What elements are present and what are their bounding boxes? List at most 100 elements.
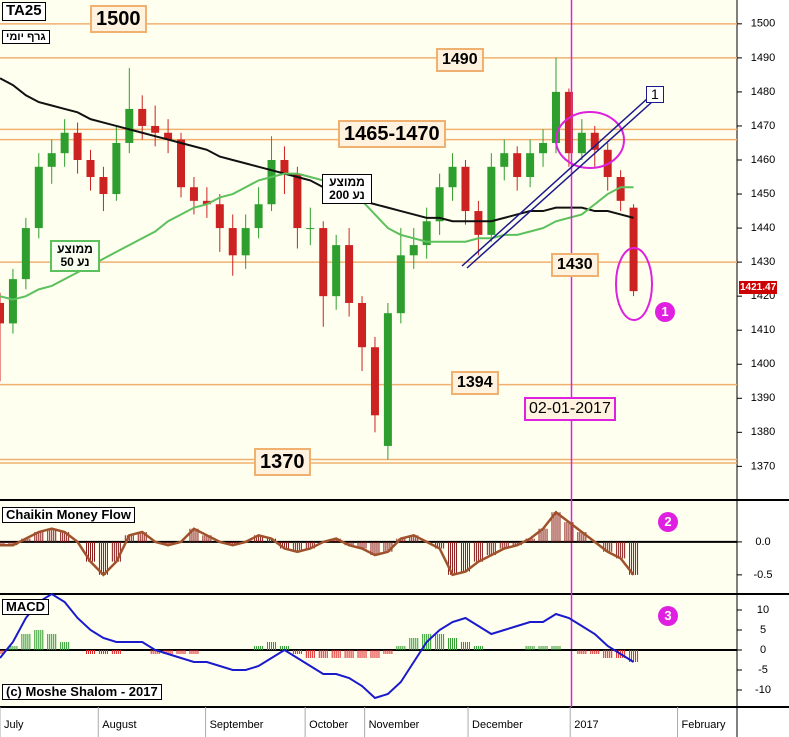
y-tick-label: 10 <box>757 604 769 616</box>
panel-title: Chaikin Money Flow <box>2 507 135 524</box>
axis-background <box>737 0 789 737</box>
legend-entry: ממוצע נע 50 <box>50 240 100 273</box>
panel-title: MACD <box>2 599 49 616</box>
x-tick-label: July <box>4 719 24 731</box>
y-tick-label: -10 <box>755 684 771 696</box>
candle-body <box>99 177 108 195</box>
candle-body <box>241 228 250 256</box>
x-tick-label: 2017 <box>574 719 598 731</box>
candle-body <box>461 166 470 212</box>
candle-body <box>590 132 599 150</box>
candle-body <box>86 159 95 178</box>
candle-body <box>396 255 405 314</box>
candle-body <box>358 302 367 348</box>
highlight-ellipse <box>615 247 653 321</box>
candle-body <box>564 91 573 154</box>
x-tick-label: October <box>309 719 348 731</box>
candle-body <box>526 153 535 178</box>
candle-body <box>138 108 147 126</box>
level-label: 1465-1470 <box>338 120 446 148</box>
candle-body <box>409 245 418 256</box>
candle-body <box>215 204 224 229</box>
candle-body <box>577 132 586 154</box>
candle-body <box>345 245 354 303</box>
series-line <box>0 77 634 223</box>
candle-body <box>383 313 392 446</box>
candle-body <box>189 187 198 201</box>
level-label: 1500 <box>90 5 147 33</box>
legend-entry: ממוצע נע 200 <box>322 174 372 205</box>
copyright: (c) Moshe Shalom - 2017 <box>2 684 162 701</box>
x-tick-label: November <box>369 719 420 731</box>
candle-body <box>435 187 444 222</box>
candle-body <box>332 245 341 297</box>
chart-subtitle: גרף יומי <box>2 30 50 45</box>
candle-body <box>267 159 276 205</box>
candle-body <box>151 125 160 133</box>
candle-body <box>370 347 379 416</box>
y-tick-label: 1500 <box>751 18 775 30</box>
y-tick-label: 1430 <box>751 256 775 268</box>
marker-label: 02-01-2017 <box>524 397 616 421</box>
candle-body <box>125 108 134 143</box>
candle-body <box>8 279 17 324</box>
series-line <box>0 592 635 700</box>
axis-background <box>0 707 789 737</box>
y-tick-label: 1380 <box>751 426 775 438</box>
candle-body <box>448 166 457 188</box>
candle-body <box>306 228 315 230</box>
candle-body <box>0 302 4 324</box>
channel-line <box>466 101 653 269</box>
callout-number: 2 <box>658 512 678 532</box>
level-label: 1394 <box>451 371 499 395</box>
candle-body <box>500 153 509 167</box>
candle-body <box>319 228 328 297</box>
candle-body <box>34 166 43 229</box>
candle-body <box>629 207 638 292</box>
y-tick-label: 1400 <box>751 358 775 370</box>
y-tick-label: 0.0 <box>755 536 770 548</box>
y-tick-label: 0 <box>760 644 766 656</box>
candle-body <box>164 132 173 140</box>
series-line <box>0 510 635 577</box>
highlight-ellipse <box>555 111 625 169</box>
candle-body <box>293 173 302 229</box>
candle-body <box>112 142 121 195</box>
candle-body <box>202 200 211 205</box>
channel-line <box>461 97 649 267</box>
candle-body <box>254 204 263 229</box>
candle-body <box>21 228 30 280</box>
x-tick-label: December <box>472 719 523 731</box>
candle-body <box>513 153 522 178</box>
candle-body <box>73 132 82 160</box>
candle-body <box>47 153 56 167</box>
y-tick-label: -5 <box>758 664 768 676</box>
candle-body <box>616 177 625 201</box>
y-tick-label: 1370 <box>751 460 775 472</box>
y-tick-label: 1410 <box>751 324 775 336</box>
callout-number: 3 <box>658 606 678 626</box>
x-tick-label: September <box>210 719 264 731</box>
candle-body <box>60 132 69 154</box>
last-price-label: 1421.47 <box>739 281 778 294</box>
candle-body <box>177 139 186 188</box>
channel-label: 1 <box>646 86 664 104</box>
candle-body <box>539 142 548 154</box>
y-tick-label: 1480 <box>751 86 775 98</box>
level-label: 1370 <box>254 448 311 476</box>
y-tick-label: 1450 <box>751 188 775 200</box>
x-tick-label: August <box>102 719 136 731</box>
y-tick-label: -0.5 <box>754 569 773 581</box>
candle-body <box>228 228 237 256</box>
y-tick-label: 1390 <box>751 392 775 404</box>
level-label: 1490 <box>436 48 484 72</box>
y-tick-label: 1460 <box>751 154 775 166</box>
chart-title: TA25 <box>2 2 46 21</box>
x-tick-label: February <box>682 719 727 731</box>
level-label: 1430 <box>551 253 599 277</box>
y-tick-label: 1440 <box>751 222 775 234</box>
y-tick-label: 5 <box>760 624 766 636</box>
